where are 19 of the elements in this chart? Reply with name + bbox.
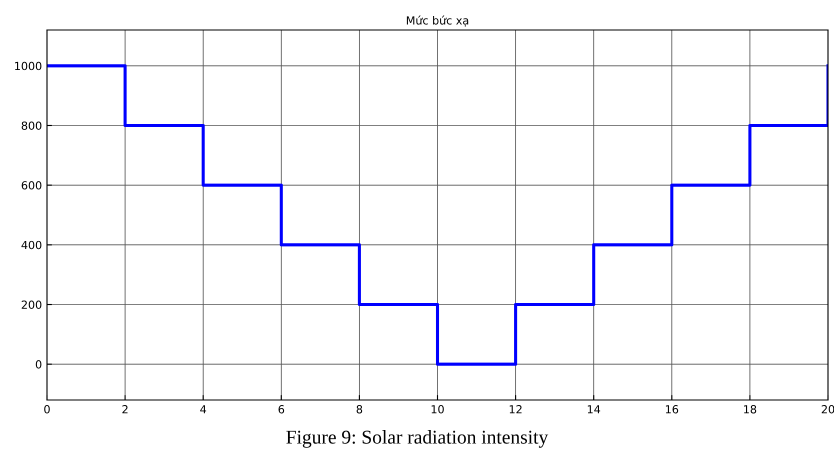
x-tick-label: 6 [278,405,284,414]
y-tick-label: 1000 [15,62,42,70]
x-tick-label: 16 [666,405,678,414]
y-tick-label: 400 [21,240,42,250]
y-tick-label: 0 [36,360,42,369]
x-tick-label: 14 [588,405,600,414]
x-tick-label: 0 [44,405,50,414]
x-tick-label: 2 [122,405,128,414]
x-tick-label: 20 [822,405,834,414]
x-tick-label: 8 [356,405,362,414]
x-tick-label: 18 [744,405,756,414]
x-tick-label: 12 [510,405,522,414]
y-tick-label: 200 [22,300,42,309]
x-tick-label: 10 [432,405,444,414]
x-tick-label: 4 [200,405,206,414]
caption: Figure 9: Solar radiation intensity [286,430,548,448]
y-tick-label: 600 [22,181,42,190]
y-tick-label: 800 [22,121,42,130]
chart-title: Mức bức xạ [406,16,468,26]
